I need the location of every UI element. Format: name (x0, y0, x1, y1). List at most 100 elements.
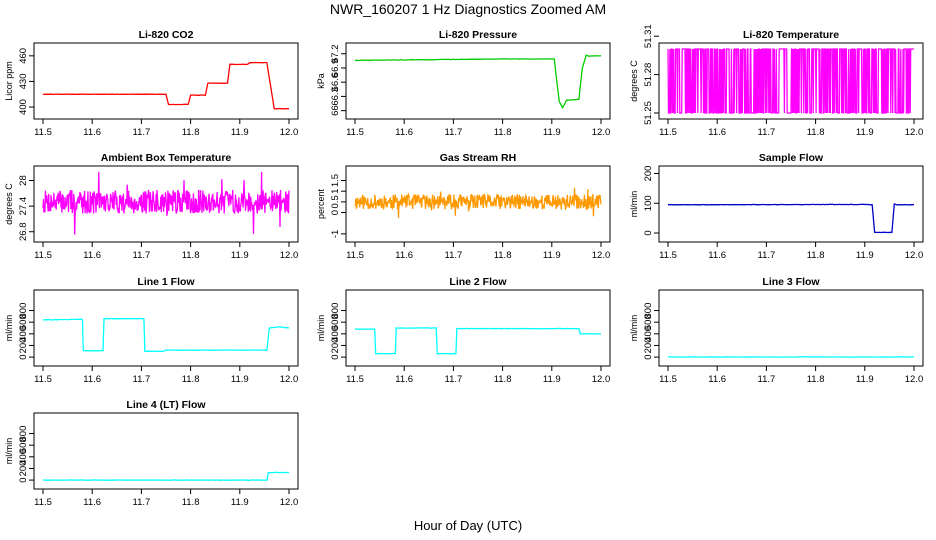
y-tick-label: -1 (330, 230, 341, 238)
panel-title: Ambient Box Temperature (101, 152, 232, 164)
panel-title: Gas Stream RH (440, 152, 516, 164)
y-tick-label: 460 (18, 48, 29, 64)
y-tick-label: 1 (330, 189, 341, 194)
y-axis-label: ml/min (316, 315, 326, 342)
x-tick-label: 11.5 (34, 497, 52, 508)
x-tick-label: 11.7 (133, 127, 151, 138)
y-axis-label: Licor ppm (4, 61, 14, 101)
x-tick-label: 11.7 (758, 250, 776, 261)
x-tick-label: 11.6 (708, 127, 726, 138)
x-tick-label: 11.9 (543, 374, 561, 385)
x-tick-label: 11.5 (659, 127, 677, 138)
x-tick-label: 11.9 (543, 127, 561, 138)
x-tick-label: 11.5 (34, 127, 52, 138)
plot-frame (33, 289, 299, 367)
y-axis-label: ml/min (4, 438, 14, 465)
x-tick-label: 11.6 (83, 497, 101, 508)
panel-title: Line 4 (LT) Flow (126, 399, 206, 411)
y-tick-label: 400 (18, 449, 29, 465)
panel-ambient-box-temperature: Ambient Box Temperature 11.5 11.6 11.7 11.8 1… (4, 152, 299, 261)
series-line (667, 203, 914, 234)
x-tick-label: 11.6 (83, 127, 101, 138)
x-tick-label: 11.9 (856, 250, 874, 261)
x-tick-label: 11.5 (34, 374, 52, 385)
x-tick-label: 12.0 (905, 127, 924, 138)
x-tick-label: 12.0 (592, 374, 611, 385)
y-tick-label: 51.28 (643, 63, 654, 87)
x-tick-label: 11.7 (445, 374, 463, 385)
y-tick-label: 27.4 (18, 197, 29, 216)
y-tick-label: 600 (18, 437, 29, 453)
x-tick-label: 11.6 (395, 250, 413, 261)
panel-title: Li-820 Pressure (439, 29, 517, 41)
plot-frame (33, 165, 299, 243)
x-tick-label: 11.8 (807, 127, 825, 138)
x-tick-label: 11.8 (182, 250, 200, 261)
x-tick-label: 11.8 (182, 374, 200, 385)
x-tick-label: 11.7 (445, 250, 463, 261)
y-tick-label: 66.3 (330, 87, 341, 106)
y-tick-label: 51.25 (643, 101, 654, 125)
x-tick-label: 11.9 (856, 127, 874, 138)
plot-frame (345, 289, 611, 367)
x-tick-label: 11.8 (182, 127, 200, 138)
panel-title: Line 2 Flow (449, 276, 507, 288)
plot-frame (33, 42, 299, 120)
x-tick-label: 11.5 (659, 250, 677, 261)
panel-line-4-lt-flow: Line 4 (LT) Flow 11.5 11.6 11.7 11.8 11.9 12.0… (4, 399, 299, 508)
x-tick-label: 11.7 (758, 127, 776, 138)
x-tick-label: 11.8 (494, 127, 512, 138)
panel-line-2-flow: Line 2 Flow 11.5 11.6 11.7 11.8 11.9 12.0 02004… (316, 276, 611, 385)
x-tick-label: 12.0 (280, 250, 299, 261)
panel-title: Line 1 Flow (137, 276, 195, 288)
y-tick-label: 1.5 (330, 174, 341, 187)
x-tick-label: 11.6 (395, 127, 413, 138)
y-tick-label: 200 (643, 166, 654, 182)
y-axis-label: ml/min (629, 315, 639, 342)
y-tick-label: 26.8 (18, 222, 29, 241)
x-tick-label: 11.6 (395, 374, 413, 385)
x-tick-label: 11.8 (807, 250, 825, 261)
x-tick-label: 11.5 (34, 250, 52, 261)
panel-title: Li-820 Temperature (743, 29, 839, 41)
y-tick-label: 600 (18, 314, 29, 330)
y-tick-label: 0 (330, 354, 341, 359)
x-tick-label: 11.8 (494, 374, 512, 385)
y-tick-label: 430 (18, 73, 29, 89)
y-tick-label: 200 (18, 461, 29, 477)
series-line (667, 48, 914, 114)
x-tick-label: 12.0 (280, 497, 299, 508)
plot-frame (345, 42, 611, 120)
panel-sample-flow: Sample Flow 11.5 11.6 11.7 11.8 11.9 12.0 0 100 2… (629, 152, 924, 261)
y-tick-label: 200 (18, 338, 29, 354)
x-tick-label: 11.8 (807, 374, 825, 385)
x-tick-label: 11.9 (231, 250, 249, 261)
series-line (355, 54, 602, 110)
y-tick-label: 51.31 (643, 24, 654, 48)
x-tick-label: 12.0 (280, 374, 299, 385)
y-tick-label: 400 (18, 326, 29, 342)
x-tick-label: 11.6 (83, 250, 101, 261)
x-tick-label: 11.8 (182, 497, 200, 508)
y-axis-label: kPa (316, 73, 326, 89)
y-tick-label: 0.5 (330, 195, 341, 208)
figure-title: NWR_160207 1 Hz Diagnostics Zoomed AM (329, 1, 607, 17)
x-tick-label: 11.5 (346, 127, 364, 138)
x-tick-label: 11.9 (231, 497, 249, 508)
y-tick-label: 800 (643, 303, 654, 319)
plot-frame (658, 165, 924, 243)
series-line (42, 171, 290, 235)
x-tick-label: 11.7 (133, 374, 151, 385)
x-tick-label: 11.9 (856, 374, 874, 385)
x-tick-label: 11.7 (758, 374, 776, 385)
x-tick-label: 11.5 (346, 250, 364, 261)
x-tick-label: 12.0 (280, 127, 299, 138)
x-tick-label: 12.0 (905, 374, 924, 385)
y-tick-label: 28 (18, 175, 29, 186)
y-tick-label: 400 (18, 99, 29, 115)
y-tick-label: 67.2 (330, 44, 341, 63)
x-tick-label: 11.5 (659, 374, 677, 385)
y-axis-label: percent (316, 188, 326, 219)
y-tick-label: 600 (330, 314, 341, 330)
